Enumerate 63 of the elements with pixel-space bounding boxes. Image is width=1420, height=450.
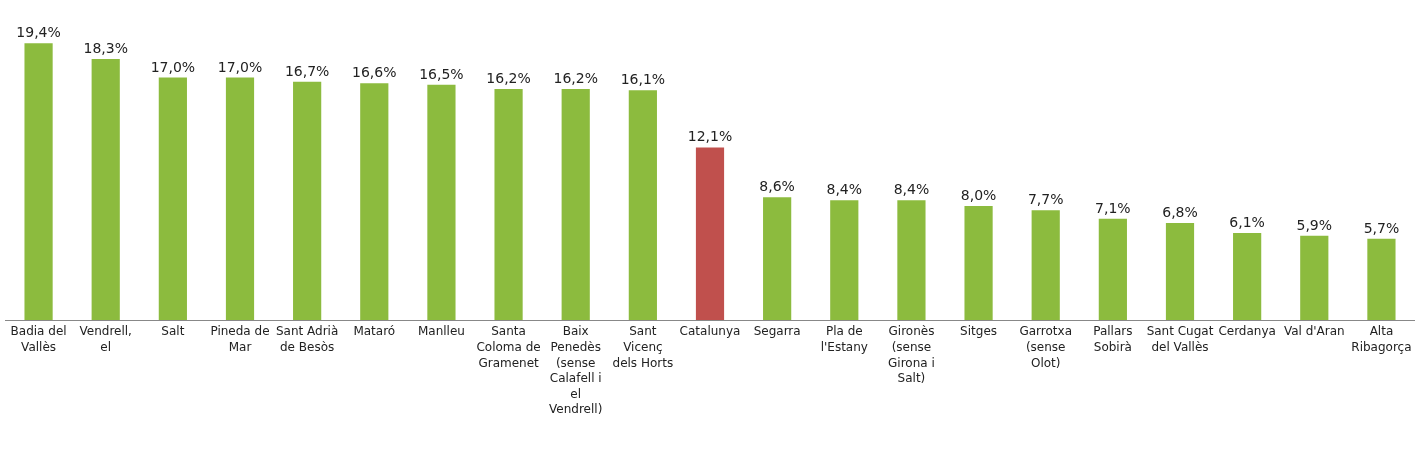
x-tick-label: Garrotxa (sense Olot) xyxy=(1019,324,1072,370)
bar xyxy=(225,77,255,320)
bar xyxy=(561,88,590,320)
x-tick-label: Sant Vicenç dels Horts xyxy=(612,324,674,370)
data-label: 16,5% xyxy=(419,65,464,82)
x-tick-label: Alta Ribagorça xyxy=(1351,324,1412,354)
bar xyxy=(293,81,322,320)
data-label: 8,4% xyxy=(893,181,930,198)
bar xyxy=(427,84,456,320)
x-tick-label: Manlleu xyxy=(417,324,465,339)
data-label: 17,0% xyxy=(150,58,196,75)
bar xyxy=(158,77,187,320)
data-label: 8,0% xyxy=(960,186,997,203)
x-tick-label: Santa Coloma de Gramenet xyxy=(476,324,541,370)
data-label: 7,7% xyxy=(1027,191,1064,208)
x-tick-label: Vendrell, el xyxy=(79,324,132,354)
data-label: 19,4% xyxy=(16,24,61,41)
bar xyxy=(763,197,792,320)
bar xyxy=(695,147,725,320)
bar xyxy=(1098,218,1127,320)
bar xyxy=(628,90,657,320)
x-tick-label: Pla de l'Estany xyxy=(820,324,868,354)
data-label: 7,1% xyxy=(1095,199,1131,216)
x-tick-label: Cerdanya xyxy=(1218,324,1276,339)
x-tick-label: Segarra xyxy=(753,324,801,339)
x-tick-label: Mataró xyxy=(353,324,396,339)
x-tick-label: Sant Cugat del Vallès xyxy=(1146,324,1214,354)
bar xyxy=(1367,238,1396,320)
data-label: 8,6% xyxy=(759,178,795,195)
data-label: 6,1% xyxy=(1229,214,1265,230)
data-label: 17,0% xyxy=(217,58,263,75)
x-tick-label: Baix Penedès (sense Calafell i el Vendrell) xyxy=(549,324,603,417)
bar xyxy=(360,83,389,320)
data-label: 6,8% xyxy=(1162,204,1198,221)
x-tick-label: Val d'Aran xyxy=(1283,324,1345,339)
bar xyxy=(1165,223,1195,320)
data-label: 5,7% xyxy=(1363,219,1400,236)
x-tick-label: Sant Adrià de Besòs xyxy=(275,324,339,354)
data-label: 8,4% xyxy=(826,181,863,198)
data-label: 16,1% xyxy=(620,71,666,88)
bar xyxy=(897,200,926,320)
bar xyxy=(964,205,993,320)
bar xyxy=(91,58,120,320)
data-label: 5,9% xyxy=(1296,216,1333,233)
bar xyxy=(494,88,523,320)
data-label: 18,3% xyxy=(83,39,128,56)
bar xyxy=(1300,235,1329,320)
x-tick-label: Badia del Vallès xyxy=(10,324,67,354)
data-label: 16,2% xyxy=(486,69,531,86)
data-label: 16,2% xyxy=(553,69,598,86)
data-label: 16,7% xyxy=(284,62,330,79)
bar xyxy=(1233,233,1262,320)
x-tick-label: Salt xyxy=(161,324,185,339)
x-tick-label: Pallars Sobirà xyxy=(1093,324,1133,354)
x-tick-label: Pineda de Mar xyxy=(210,324,270,354)
data-label: 12,1% xyxy=(687,128,733,145)
x-tick-label: Sitges xyxy=(960,324,998,339)
data-label: 16,6% xyxy=(352,64,397,81)
bar xyxy=(1031,210,1060,320)
x-tick-label: Gironès (sense Girona i Salt) xyxy=(888,324,935,386)
bar xyxy=(24,43,53,320)
x-tick-label: Catalunya xyxy=(679,324,741,339)
bar xyxy=(830,200,859,320)
